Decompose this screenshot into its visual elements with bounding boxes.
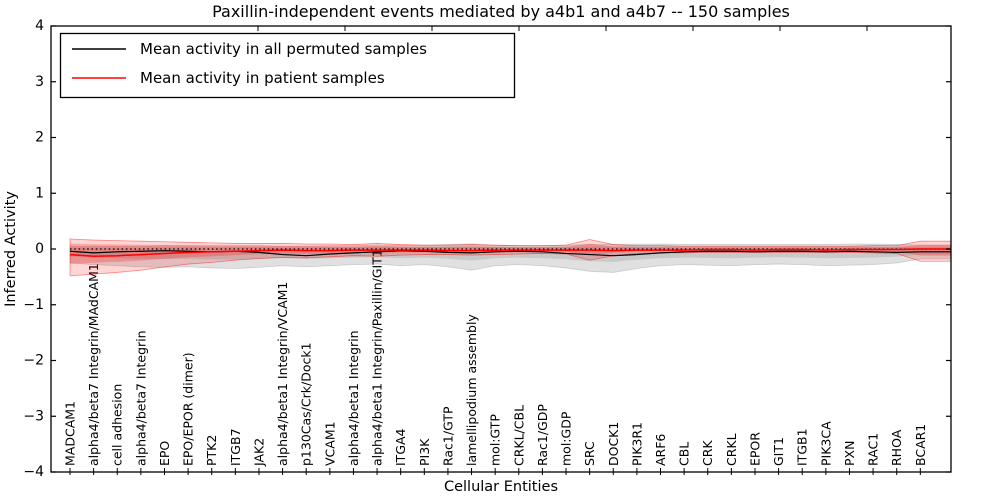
x-tick-label: EPOR	[747, 432, 762, 466]
x-tick-label: ARF6	[653, 434, 668, 466]
legend: Mean activity in all permuted samples Me…	[59, 32, 516, 99]
y-tick-label: 0	[35, 241, 44, 257]
x-tick-label: lamellipodium assembly	[464, 314, 479, 466]
x-tick-label: ITGB7	[228, 428, 243, 466]
x-tick-label: ITGB1	[795, 428, 810, 466]
y-tick-label: −2	[23, 353, 44, 369]
x-tick-label: VCAM1	[322, 421, 337, 466]
x-tick-label: CRK	[700, 440, 715, 466]
x-tick-label: PI3K	[417, 438, 432, 466]
x-tick-label: MADCAM1	[63, 401, 78, 466]
y-tick-label: −1	[23, 297, 44, 313]
patient-band-outer	[69, 238, 951, 277]
x-tick-label: RAC1	[866, 433, 881, 466]
x-tick-label: JAK2	[251, 438, 266, 467]
x-tick-label: PXN	[842, 441, 857, 466]
patient-mean-line	[69, 248, 951, 257]
x-tick-label: BCAR1	[913, 424, 928, 466]
y-axis-tick-labels: 4 3 2 1 0 −1 −2 −3 −4	[23, 18, 44, 480]
x-tick-label: p130Cas/Crk/Dock1	[299, 342, 314, 466]
x-tick-label: PIK3R1	[629, 422, 644, 466]
x-tick-label: RHOA	[889, 429, 904, 466]
legend-label-patient: Mean activity in patient samples	[140, 69, 385, 87]
x-tick-label: DOCK1	[606, 422, 621, 466]
y-tick-label: −3	[23, 408, 44, 424]
x-tick-label: alpha4/beta1 Integrin	[346, 330, 361, 466]
legend-label-permuted: Mean activity in all permuted samples	[140, 40, 427, 58]
x-tick-label: alpha4/beta7 Integrin/MAdCAM1	[86, 263, 101, 466]
y-tick-label: −4	[23, 464, 44, 480]
x-axis-label: Cellular Entities	[444, 479, 558, 495]
x-tick-label: GIT1	[771, 437, 786, 466]
x-tick-label: alpha4/beta1 Integrin/Paxillin/GIT1	[370, 249, 385, 466]
x-tick-label: alpha4/beta7 Integrin	[133, 330, 148, 466]
x-tick-label: CRKL/CBL	[511, 405, 526, 466]
x-tick-label: PTK2	[204, 435, 219, 466]
x-tick-label: EPO	[157, 441, 172, 466]
x-tick-label: PIK3CA	[818, 421, 833, 466]
x-tick-label: Rac1/GTP	[440, 406, 455, 466]
x-tick-label: ITGA4	[393, 428, 408, 466]
y-tick-label: 4	[35, 18, 44, 34]
x-tick-label: CBL	[677, 442, 692, 466]
x-tick-label: CRKL	[724, 433, 739, 466]
axis-ticks	[51, 25, 951, 475]
x-axis-tick-labels: MADCAM1 alpha4/beta7 Integrin/MAdCAM1 cell…	[63, 249, 928, 467]
x-tick-label: mol:GDP	[559, 411, 574, 466]
x-tick-label: alpha4/beta1 Integrin/VCAM1	[275, 282, 290, 466]
series-lines	[69, 248, 951, 257]
legend-box	[59, 32, 516, 99]
y-tick-label: 1	[35, 185, 44, 201]
x-tick-label: Rac1/GDP	[535, 404, 550, 466]
x-tick-label: SRC	[582, 441, 597, 466]
uncertainty-bands	[69, 238, 951, 277]
x-tick-label: EPO/EPOR (dimer)	[181, 352, 196, 466]
y-tick-label: 3	[35, 74, 44, 90]
x-tick-label: cell adhesion	[110, 384, 125, 466]
y-axis-label: Inferred Activity	[3, 191, 19, 307]
x-tick-label: mol:GTP	[488, 414, 503, 466]
chart-title: Paxillin-independent events mediated by …	[212, 2, 790, 21]
y-tick-label: 2	[35, 130, 44, 146]
